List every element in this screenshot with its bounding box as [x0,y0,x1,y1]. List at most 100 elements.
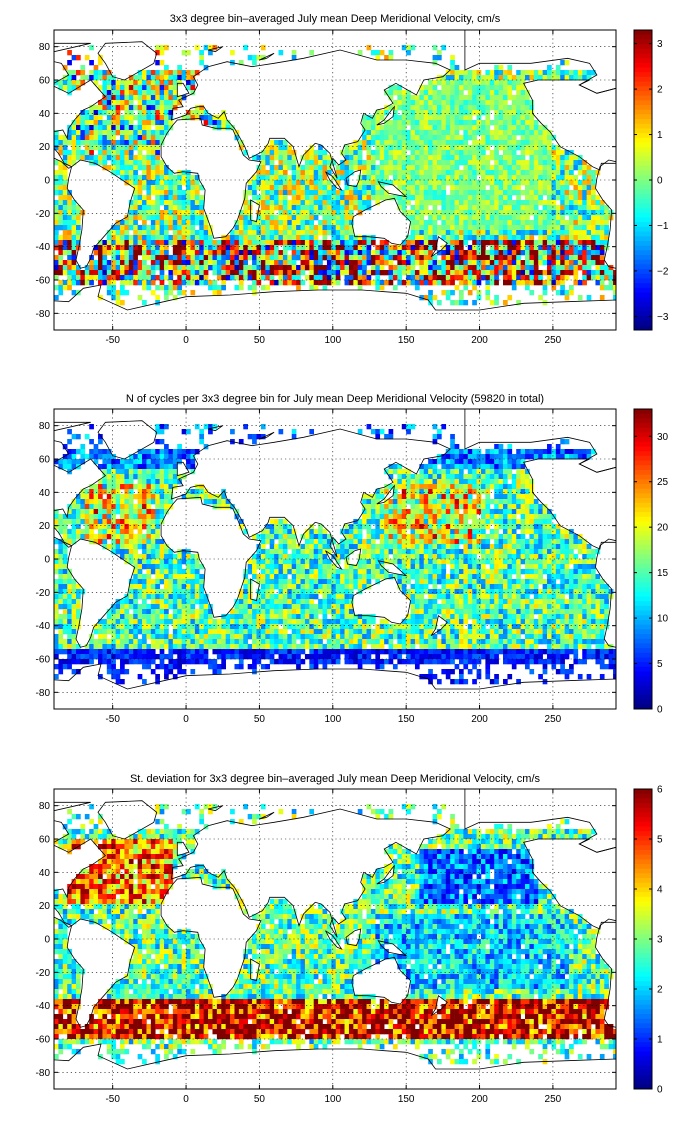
heatmap-cell [133,474,138,480]
heatmap-cell [278,180,284,186]
coastline [345,169,362,188]
heatmap-cell [362,240,367,246]
heatmap-cell [489,255,495,261]
heatmap-cell [269,205,275,211]
heatmap-cell [384,270,389,276]
heatmap-cell [274,245,279,251]
heatmap-cell [115,464,121,470]
heatmap-cell [494,250,499,256]
heatmap-cell [414,260,420,266]
heatmap-cell [432,200,438,206]
heatmap-cell [326,200,332,206]
heatmap-cell [441,225,447,231]
heatmap-cell [203,250,209,256]
heatmap-cell [137,509,143,515]
heatmap-cell [318,270,323,276]
heatmap-cell [507,150,513,156]
heatmap-cell [225,270,231,276]
heatmap-cell [370,190,376,196]
heatmap-cell [89,70,94,76]
heatmap-cell [370,235,376,241]
heatmap-cell [397,280,403,286]
heatmap-cell [164,240,169,246]
heatmap-cell [54,135,59,141]
heatmap-cell [190,110,196,116]
heatmap-cell [247,205,253,211]
heatmap-cell [265,230,270,236]
heatmap-cell [379,245,385,251]
heatmap-cell [159,70,165,76]
heatmap-cell [410,105,416,111]
heatmap-cell [124,230,130,236]
heatmap-cell [547,130,552,136]
heatmap-cell [397,165,403,171]
heatmap-cell [454,165,460,171]
heatmap-cell [525,210,530,216]
heatmap-cell [269,230,275,236]
heatmap-cell [520,260,526,266]
heatmap-cell [142,499,147,505]
heatmap-cell [485,290,491,296]
heatmap-cell [269,215,275,221]
heatmap-cell [503,75,508,81]
heatmap-cell [274,235,279,241]
heatmap-cell [146,594,152,600]
heatmap-cell [186,115,191,121]
heatmap-cell [120,120,125,126]
heatmap-cell [406,255,411,261]
heatmap-cell [300,245,306,251]
heatmap-cell [564,180,570,186]
heatmap-cell [516,280,521,286]
heatmap-cell [463,220,469,226]
heatmap-cell [146,175,152,181]
heatmap-cell [274,255,279,261]
heatmap-cell [128,514,134,520]
heatmap-cell [124,669,130,675]
heatmap-cell [450,55,455,61]
heatmap-cell [124,90,130,96]
colorbar-swatch [634,203,652,209]
heatmap-cell [98,534,103,540]
heatmap-cell [190,75,196,81]
heatmap-cell [436,105,442,111]
heatmap-cell [225,265,231,271]
heatmap-cell [599,250,605,256]
heatmap-cell [445,180,451,186]
heatmap-cell [384,260,389,266]
heatmap-cell [516,125,521,131]
heatmap-cell [494,245,499,251]
heatmap-cell [542,235,548,241]
heatmap-cell [533,225,539,231]
heatmap-cell [146,469,152,475]
heatmap-cell [586,175,592,181]
heatmap-cell [150,489,156,495]
heatmap-cell [481,220,486,226]
heatmap-cell [194,215,200,221]
heatmap-cell [529,195,535,201]
heatmap-cell [370,150,376,156]
heatmap-cell [146,130,152,136]
heatmap-cell [432,155,438,161]
heatmap-cell [128,539,134,545]
heatmap-cell [150,100,156,106]
heatmap-cell [392,275,398,281]
heatmap-cell [291,265,297,271]
heatmap-cell [458,250,464,256]
heatmap-cell [428,135,433,141]
heatmap-cell [172,449,178,455]
heatmap-cell [472,220,477,226]
heatmap-cell [441,45,447,51]
heatmap-cell [98,140,103,146]
heatmap-cell [573,230,579,236]
heatmap-cell [538,215,543,221]
heatmap-cell [467,170,473,176]
heatmap-cell [445,280,451,286]
heatmap-cell [573,240,579,246]
heatmap-cell [379,170,385,176]
heatmap-cell [256,215,262,221]
heatmap-cell [384,155,389,161]
heatmap-cell [476,165,482,171]
heatmap-cell [379,135,385,141]
heatmap-cell [93,265,99,271]
heatmap-cell [586,170,592,176]
